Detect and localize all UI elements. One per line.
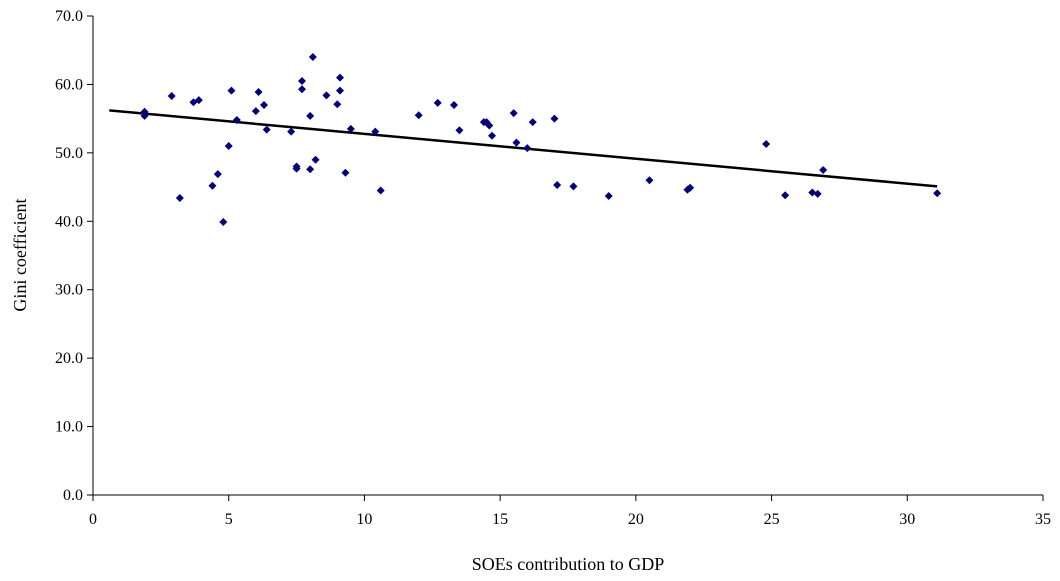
data-point bbox=[336, 73, 344, 82]
data-point bbox=[813, 189, 822, 198]
data-point bbox=[298, 77, 306, 86]
y-tick-label: 20.0 bbox=[55, 350, 83, 367]
data-point bbox=[208, 181, 217, 190]
data-point bbox=[819, 165, 828, 174]
data-point bbox=[322, 91, 331, 100]
data-point bbox=[333, 100, 342, 109]
data-point bbox=[808, 188, 817, 197]
data-point bbox=[213, 170, 222, 179]
data-point bbox=[194, 96, 203, 105]
data-point bbox=[219, 217, 228, 226]
data-point bbox=[569, 182, 578, 191]
data-point bbox=[224, 142, 233, 151]
data-point bbox=[509, 109, 518, 118]
x-axis-title: SOEs contribution to GDP bbox=[472, 554, 665, 574]
y-tick-label: 40.0 bbox=[55, 213, 83, 230]
y-axis-ticks: 0.0 10.0 20.0 30.0 40.0 50.0 60.0 70.0 bbox=[55, 8, 93, 504]
data-point bbox=[645, 176, 654, 185]
data-point bbox=[336, 86, 344, 95]
y-tick-label: 0.0 bbox=[63, 487, 83, 504]
y-axis-title: Gini coefficient bbox=[10, 198, 30, 311]
x-tick-label: 30 bbox=[899, 511, 915, 528]
y-tick-label: 70.0 bbox=[55, 8, 83, 25]
y-tick-label: 60.0 bbox=[55, 76, 83, 93]
data-point bbox=[433, 98, 442, 107]
x-tick-label: 10 bbox=[356, 511, 372, 528]
data-point bbox=[604, 191, 613, 200]
y-tick-label: 30.0 bbox=[55, 282, 83, 299]
data-point bbox=[371, 127, 380, 136]
data-point bbox=[311, 155, 320, 164]
data-point bbox=[308, 53, 317, 62]
data-point bbox=[523, 144, 532, 153]
data-point bbox=[686, 183, 695, 192]
data-point bbox=[550, 114, 559, 123]
x-tick-label: 5 bbox=[225, 511, 233, 528]
data-point bbox=[933, 189, 942, 198]
x-axis-ticks: 0 5 10 15 20 25 30 35 bbox=[89, 495, 1051, 528]
data-point bbox=[167, 92, 176, 101]
data-point bbox=[260, 100, 268, 109]
data-point bbox=[227, 86, 236, 95]
data-point bbox=[232, 116, 241, 125]
data-point bbox=[346, 124, 355, 133]
data-point bbox=[455, 126, 464, 135]
x-tick-label: 15 bbox=[492, 511, 508, 528]
data-point bbox=[254, 87, 263, 96]
data-point bbox=[488, 131, 496, 140]
data-point bbox=[341, 168, 350, 177]
data-point bbox=[306, 111, 315, 120]
trend-line bbox=[109, 109, 938, 188]
data-point bbox=[376, 186, 385, 195]
plot-area: 0.0 10.0 20.0 30.0 40.0 50.0 60.0 70.0 0 5 10 15 20… bbox=[55, 8, 1051, 528]
data-point bbox=[292, 162, 301, 171]
data-point bbox=[140, 107, 149, 116]
data-point bbox=[287, 127, 296, 136]
data-point bbox=[175, 194, 184, 203]
data-point bbox=[528, 118, 537, 127]
data-point bbox=[553, 181, 562, 190]
x-tick-label: 20 bbox=[628, 511, 644, 528]
data-point bbox=[512, 138, 521, 147]
data-point bbox=[485, 121, 494, 130]
data-point bbox=[306, 165, 315, 174]
data-point bbox=[414, 111, 423, 120]
data-point bbox=[450, 100, 458, 109]
data-point bbox=[762, 139, 771, 148]
y-tick-label: 50.0 bbox=[55, 145, 83, 162]
data-points bbox=[140, 53, 942, 226]
x-tick-label: 0 bbox=[89, 511, 97, 528]
data-point bbox=[298, 85, 306, 94]
data-point bbox=[251, 107, 260, 116]
data-point bbox=[262, 125, 271, 134]
x-tick-label: 35 bbox=[1035, 511, 1051, 528]
x-tick-label: 25 bbox=[764, 511, 780, 528]
y-tick-label: 10.0 bbox=[55, 419, 83, 436]
data-point bbox=[781, 191, 790, 200]
data-point bbox=[140, 111, 149, 120]
